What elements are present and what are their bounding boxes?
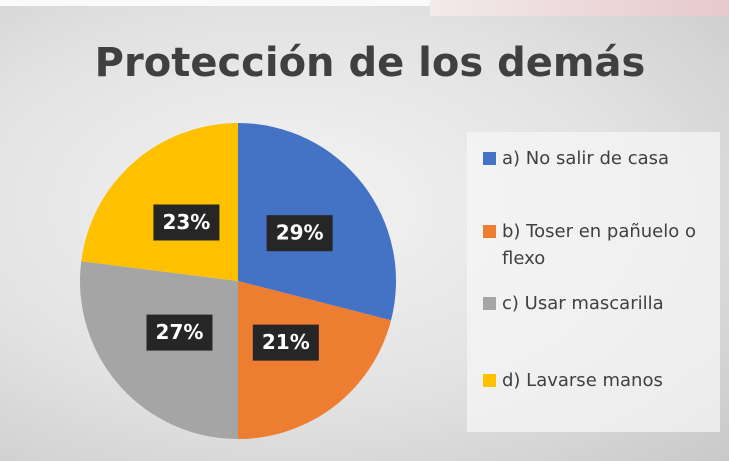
chart-title: Protección de los demás [95,40,646,86]
legend-entry: c) Usar mascarilla [483,290,715,317]
legend-entry: d) Lavarse manos [483,367,715,394]
legend-swatch [483,152,496,165]
legend-label: d) Lavarse manos [502,370,663,391]
legend-swatch [483,297,496,310]
legend-swatch [483,374,496,387]
data-label: 27% [156,320,204,344]
legend-label: b) Toser en pañuelo o flexo [502,221,696,269]
data-label: 21% [262,330,310,354]
legend-entry: b) Toser en pañuelo o flexo [483,218,715,272]
data-label-box [266,215,333,252]
legend-label: a) No salir de casa [502,148,670,169]
data-label: 29% [276,221,324,245]
data-label: 23% [162,210,210,234]
legend-swatch [483,225,496,238]
legend-entry: a) No salir de casa [483,145,715,172]
data-label-box [146,314,213,351]
data-label-box [252,324,319,361]
decoration [430,0,729,16]
decoration [0,0,430,6]
legend-label: c) Usar mascarilla [502,293,664,314]
data-label-box [153,204,220,241]
pie-slice [81,123,238,281]
legend: a) No salir de casa b) Toser en pañuelo o… [467,132,720,432]
